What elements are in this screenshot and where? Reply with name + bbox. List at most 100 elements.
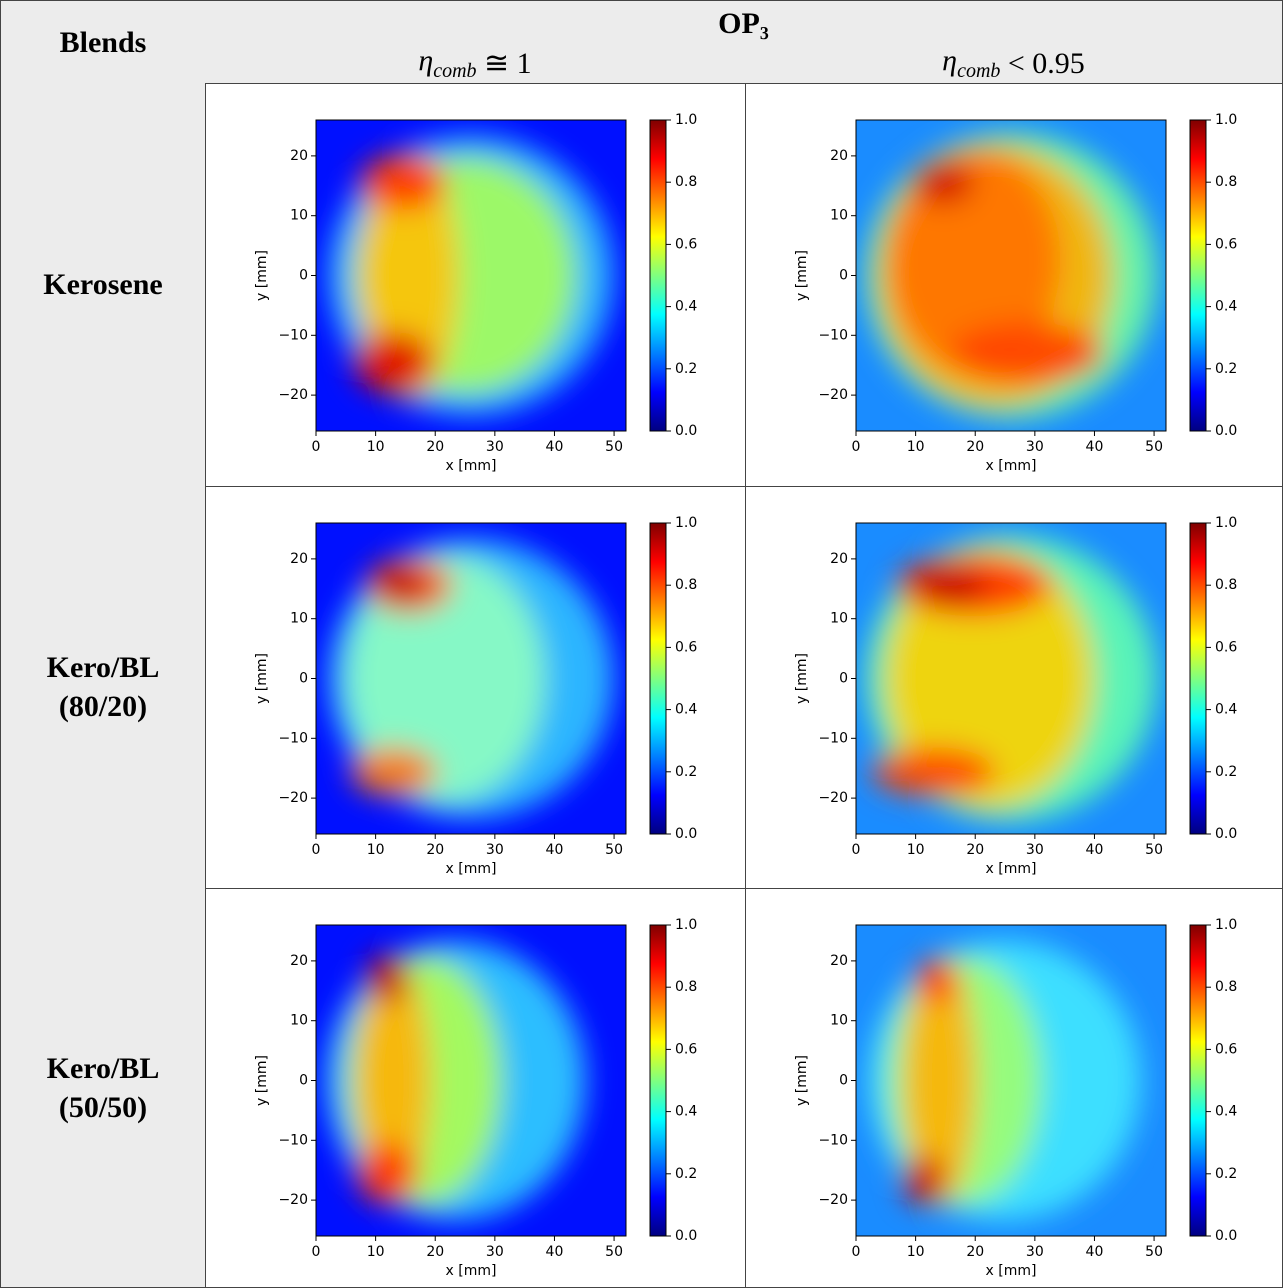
intensity-region xyxy=(871,746,996,797)
y-tick-label: −10 xyxy=(818,730,848,746)
y-tick-label: 10 xyxy=(290,1013,308,1029)
colorbar-tick-label: 0.4 xyxy=(675,702,697,718)
intensity-region xyxy=(902,1155,946,1205)
intensity-region xyxy=(911,566,987,604)
x-axis-label: x [mm] xyxy=(986,1263,1037,1279)
colorbar xyxy=(649,924,667,1237)
x-axis-label: x [mm] xyxy=(446,458,497,474)
colorbar-tick-label: 0.0 xyxy=(1215,1228,1237,1244)
colorbar-tick-label: 0.2 xyxy=(675,361,697,377)
x-tick-label: 40 xyxy=(546,842,564,858)
colorbar-tick-label: 0.4 xyxy=(1215,299,1237,315)
x-tick-label: 10 xyxy=(907,842,925,858)
x-tick-label: 50 xyxy=(605,439,623,455)
heatmap-field xyxy=(328,538,614,819)
colorbar-tick-label: 0.6 xyxy=(675,1041,697,1057)
relation: ≅ 1 xyxy=(484,47,532,80)
blends-header: Blends xyxy=(0,0,206,84)
colorbar-tick-label: 0.0 xyxy=(1215,826,1237,842)
colorbar-tick-label: 1.0 xyxy=(675,515,697,531)
y-tick-label: −10 xyxy=(278,730,308,746)
intensity-region xyxy=(350,746,437,797)
x-tick-label: 20 xyxy=(426,439,444,455)
x-tick-label: 30 xyxy=(486,1244,504,1260)
x-tick-label: 40 xyxy=(546,1244,564,1260)
intensity-region xyxy=(359,154,447,211)
y-tick-label: −20 xyxy=(818,387,848,403)
x-axis-label: x [mm] xyxy=(446,861,497,877)
x-tick-label: 10 xyxy=(907,1244,925,1260)
x-tick-label: 30 xyxy=(1026,842,1044,858)
colorbar-tick-label: 0.4 xyxy=(1215,1104,1237,1120)
y-tick-label: 0 xyxy=(299,1073,308,1089)
row-label: Kerosene xyxy=(43,268,163,301)
y-tick-label: 20 xyxy=(290,551,308,567)
colorbar-tick-label: 0.8 xyxy=(675,979,697,995)
plot-cell: 0 10 20 30 40 50 −20 −10 0 10 20 x [mm] y [mm] 0.0 0.2… xyxy=(205,888,746,1288)
x-tick-label: 0 xyxy=(312,439,321,455)
x-tick-label: 20 xyxy=(966,842,984,858)
intensity-region xyxy=(949,322,1104,385)
colorbar-tick-label: 0.8 xyxy=(1215,577,1237,593)
x-tick-label: 30 xyxy=(486,439,504,455)
intensity-region xyxy=(347,554,546,803)
heatmap xyxy=(316,925,626,1236)
colorbar-tick-label: 0.0 xyxy=(1215,423,1237,439)
y-axis-label: y [mm] xyxy=(794,653,810,704)
y-tick-label: 10 xyxy=(290,208,308,224)
colorbar-tick-label: 0.4 xyxy=(1215,702,1237,718)
x-tick-label: 50 xyxy=(1145,1244,1163,1260)
colorbar-tick-label: 0.6 xyxy=(1215,639,1237,655)
intensity-region xyxy=(887,147,1061,372)
colorbar-tick-label: 0.6 xyxy=(675,639,697,655)
y-tick-label: 20 xyxy=(290,148,308,164)
row-label: Kero/BL xyxy=(46,651,160,684)
y-tick-label: −20 xyxy=(278,790,308,806)
colorbar-tick-label: 0.4 xyxy=(675,299,697,315)
x-tick-label: 10 xyxy=(367,842,385,858)
y-tick-label: 0 xyxy=(839,671,848,687)
intensity-region xyxy=(883,547,1095,810)
y-axis-label: y [mm] xyxy=(794,1055,810,1106)
plot-cell: 0 10 20 30 40 50 −20 −10 0 10 20 x [mm] y [mm] 0.0 0.2… xyxy=(745,83,1283,487)
colorbar-tick-label: 1.0 xyxy=(1215,917,1237,933)
eta: ηcomb xyxy=(942,44,1001,82)
op-header: OP₃ xyxy=(205,0,1283,45)
colorbar-tick-label: 0.2 xyxy=(675,1166,697,1182)
y-tick-label: 0 xyxy=(299,671,308,687)
heatmap xyxy=(316,523,626,834)
y-tick-label: −20 xyxy=(278,1192,308,1208)
x-tick-label: 0 xyxy=(312,1244,321,1260)
x-tick-label: 20 xyxy=(966,439,984,455)
y-tick-label: 10 xyxy=(290,611,308,627)
y-tick-label: 20 xyxy=(830,551,848,567)
colorbar xyxy=(649,522,667,835)
y-tick-label: 0 xyxy=(839,268,848,284)
y-tick-label: 0 xyxy=(839,1073,848,1089)
colorbar-tick-label: 0.0 xyxy=(675,826,697,842)
colorbar-tick-label: 0.2 xyxy=(675,764,697,780)
col-header: ηcomb ≅ 1 xyxy=(205,44,746,84)
colorbar-tick-label: 0.2 xyxy=(1215,1166,1237,1182)
colorbar-tick-label: 1.0 xyxy=(675,917,697,933)
heatmap-field xyxy=(865,132,1157,419)
y-tick-label: −10 xyxy=(278,327,308,343)
row-label: (50/50) xyxy=(58,1090,148,1124)
x-tick-label: 40 xyxy=(1086,1244,1104,1260)
y-tick-label: −20 xyxy=(818,1192,848,1208)
row-label: (80/20) xyxy=(58,690,148,723)
x-tick-label: 50 xyxy=(1145,439,1163,455)
y-tick-label: 10 xyxy=(830,208,848,224)
heatmap xyxy=(856,925,1166,1236)
colorbar-tick-label: 1.0 xyxy=(1215,515,1237,531)
eta: ηcomb xyxy=(418,44,477,82)
colorbar-tick-label: 0.8 xyxy=(675,174,697,190)
x-tick-label: 50 xyxy=(605,842,623,858)
relation: < 0.95 xyxy=(1007,46,1085,80)
y-tick-label: −10 xyxy=(818,1132,848,1148)
colorbar-tick-label: 0.0 xyxy=(675,423,697,439)
blends-label: Blends xyxy=(59,25,147,59)
